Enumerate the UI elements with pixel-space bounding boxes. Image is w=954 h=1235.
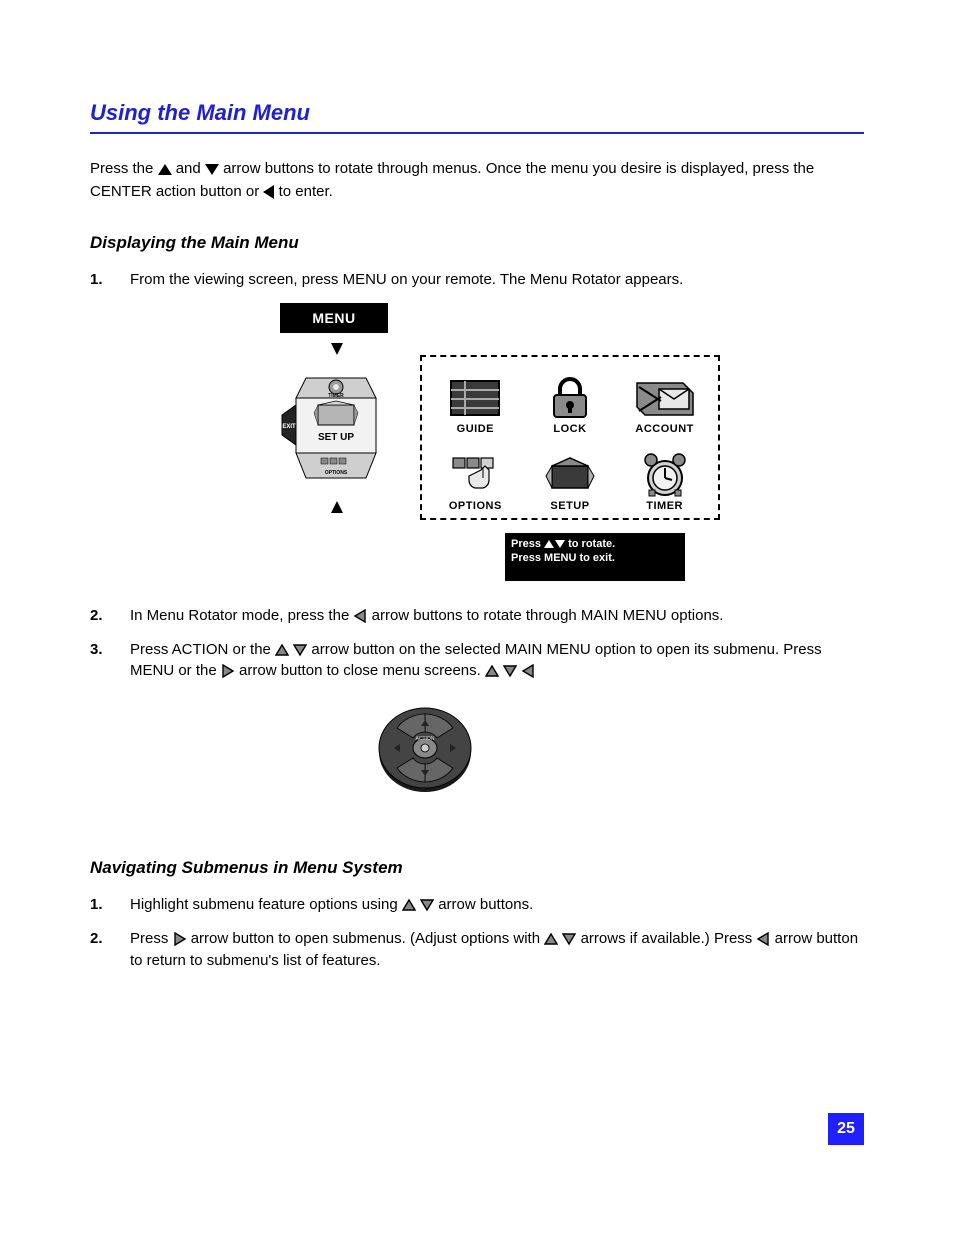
options-icon: OPTIONS	[432, 439, 519, 512]
step-3-number: 3.	[90, 639, 108, 683]
options-label: OPTIONS	[449, 500, 502, 512]
step-2-number: 2.	[90, 605, 108, 627]
ss1b: arrow buttons.	[438, 896, 533, 913]
intro-text-b: and	[176, 160, 205, 177]
timer-icon: TIMER	[621, 439, 708, 512]
svg-text:OPTIONS: OPTIONS	[325, 470, 348, 476]
setup-icon: SETUP	[527, 439, 614, 512]
hint-text-b: to rotate.	[568, 538, 615, 550]
left-outline-arrow-icon	[353, 609, 367, 623]
intro-text-a: Press the	[90, 160, 158, 177]
down-arrow-icon	[205, 164, 219, 175]
svg-text:ACTION: ACTION	[416, 736, 435, 742]
svg-text:SET UP: SET UP	[318, 432, 354, 443]
hint-text-line2: Press MENU to exit.	[511, 552, 615, 564]
step-1-text: From the viewing screen, press MENU on y…	[130, 269, 864, 291]
account-label: ACCOUNT	[635, 423, 694, 435]
step-3a: Press ACTION or the	[130, 641, 275, 658]
substep-2: 2. Press arrow button to open submenus. …	[90, 928, 864, 972]
action-button-figure: ACTION	[370, 700, 864, 800]
menu-label-box: MENU	[280, 303, 388, 333]
up-outline-arrow-icon-3	[402, 898, 416, 912]
intro-paragraph: Press the and arrow buttons to rotate th…	[90, 158, 864, 203]
step-2: 2. In Menu Rotator mode, press the arrow…	[90, 605, 864, 627]
left-outline-arrow-icon-3	[756, 932, 770, 946]
down-outline-arrow-icon-2	[503, 664, 517, 678]
lock-label: LOCK	[553, 423, 586, 435]
timer-label: TIMER	[646, 500, 683, 512]
menu-rotator-icon: TIMER SET UP OPTIONS	[276, 343, 396, 513]
substep-2-text: Press arrow button to open submenus. (Ad…	[130, 928, 864, 972]
hint-up-icon	[544, 540, 554, 548]
menu-icons-box: GUIDE LOCK	[420, 355, 720, 520]
guide-icon: GUIDE	[432, 363, 519, 436]
substep-1-text: Highlight submenu feature options using …	[130, 894, 864, 916]
step-1: 1. From the viewing screen, press MENU o…	[90, 269, 864, 291]
left-outline-arrow-icon-2	[521, 664, 535, 678]
ss2c: arrows if available.) Press	[581, 930, 757, 947]
right-outline-arrow-icon-2	[173, 932, 187, 946]
menu-figure: MENU TIMER	[280, 303, 864, 543]
left-arrow-icon	[263, 185, 274, 199]
right-outline-arrow-icon	[221, 664, 235, 678]
account-icon: ACCOUNT	[621, 363, 708, 436]
guide-label: GUIDE	[457, 423, 494, 435]
lock-icon: LOCK	[527, 363, 614, 436]
step-3: 3. Press ACTION or the arrow button on t…	[90, 639, 864, 683]
down-outline-arrow-icon	[293, 643, 307, 657]
step-1-number: 1.	[90, 269, 108, 291]
down-outline-arrow-icon-4	[562, 932, 576, 946]
title-divider	[90, 132, 864, 134]
up-arrow-icon	[158, 164, 172, 175]
up-outline-arrow-icon-2	[485, 664, 499, 678]
hint-down-icon	[555, 540, 565, 548]
down-outline-arrow-icon-3	[420, 898, 434, 912]
svg-text:EXIT: EXIT	[282, 424, 296, 430]
hint-text-a: Press	[511, 538, 544, 550]
substep-1: 1. Highlight submenu feature options usi…	[90, 894, 864, 916]
subheading-navigating: Navigating Submenus in Menu System	[90, 858, 864, 878]
step-2-text: In Menu Rotator mode, press the arrow bu…	[130, 605, 864, 627]
intro-text-d: to enter.	[279, 183, 333, 200]
up-outline-arrow-icon	[275, 643, 289, 657]
step-2a: In Menu Rotator mode, press the	[130, 607, 353, 624]
subheading-display-menu: Displaying the Main Menu	[90, 233, 864, 253]
up-outline-arrow-icon-4	[544, 932, 558, 946]
step-3-text: Press ACTION or the arrow button on the …	[130, 639, 864, 683]
setup-label: SETUP	[550, 500, 589, 512]
section-title: Using the Main Menu	[90, 100, 864, 126]
rotator-hint-box: Press to rotate. Press MENU to exit.	[505, 533, 685, 581]
page-number: 25	[828, 1113, 864, 1145]
ss2b: arrow button to open submenus. (Adjust o…	[191, 930, 545, 947]
ss1a: Highlight submenu feature options using	[130, 896, 402, 913]
step-3c: arrow button to close menu screens.	[239, 662, 481, 679]
substep-1-number: 1.	[90, 894, 108, 916]
ss2a: Press	[130, 930, 173, 947]
step-2b: arrow buttons to rotate through MAIN MEN…	[372, 607, 724, 624]
substep-2-number: 2.	[90, 928, 108, 972]
